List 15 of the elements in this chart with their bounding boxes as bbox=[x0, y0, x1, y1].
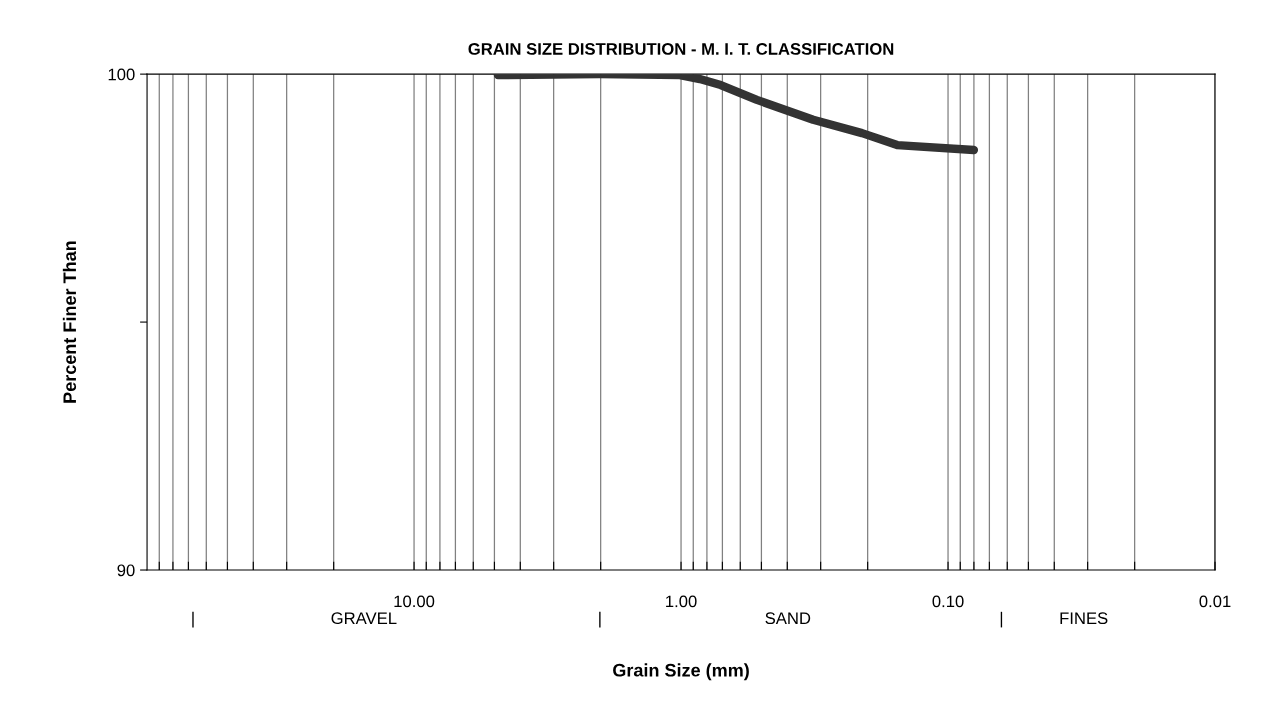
text: | bbox=[1000, 611, 1003, 628]
text: SAND bbox=[765, 612, 811, 625]
text: | bbox=[192, 611, 194, 628]
text: FINES bbox=[1060, 612, 1108, 625]
x-tick-label: 1.00 bbox=[666, 595, 697, 608]
y-tick-label: 90 bbox=[117, 564, 135, 577]
x-axis-title: Grain Size (mm) bbox=[613, 663, 749, 681]
chart-title: GRAIN SIZE DISTRIBUTION - M. I. T. CLASSIFICATION bbox=[468, 43, 894, 55]
text: GRAVEL bbox=[331, 612, 397, 625]
y-axis-title: Percent Finer Than bbox=[62, 241, 77, 403]
x-tick-label: 10.00 bbox=[394, 595, 435, 608]
y-tick-label: 100 bbox=[108, 68, 135, 81]
text: | bbox=[599, 611, 601, 628]
x-tick-label: 0.10 bbox=[932, 595, 964, 608]
x-tick-label: 0.01 bbox=[1199, 595, 1231, 608]
